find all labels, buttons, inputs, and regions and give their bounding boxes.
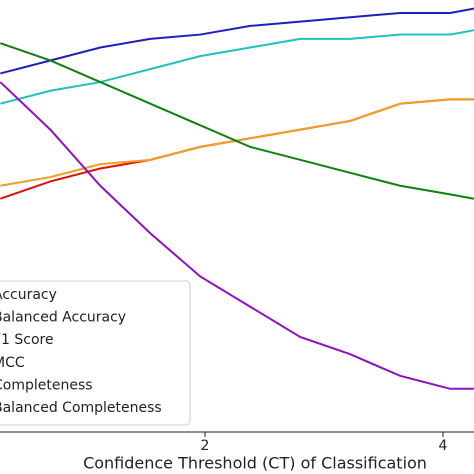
legend-label: MCC [0, 355, 25, 371]
line-series [0, 29, 474, 105]
x-axis-label: Confidence Threshold (CT) of Classificat… [83, 454, 427, 473]
legend-label: Balanced Accuracy [0, 310, 126, 326]
line-series [0, 81, 474, 390]
line-series [0, 98, 474, 187]
legend-label: Balanced Completeness [0, 400, 162, 416]
x-tick-label: 4 [439, 438, 448, 454]
legend-label: Accuracy [0, 287, 57, 303]
line-series [0, 42, 474, 200]
legend-label: F1 Score [0, 332, 54, 348]
x-tick-label: 2 [201, 438, 210, 454]
legend-box [0, 280, 191, 426]
line-series [0, 98, 474, 200]
line-series [0, 7, 474, 75]
legend-label: Completeness [0, 377, 93, 393]
